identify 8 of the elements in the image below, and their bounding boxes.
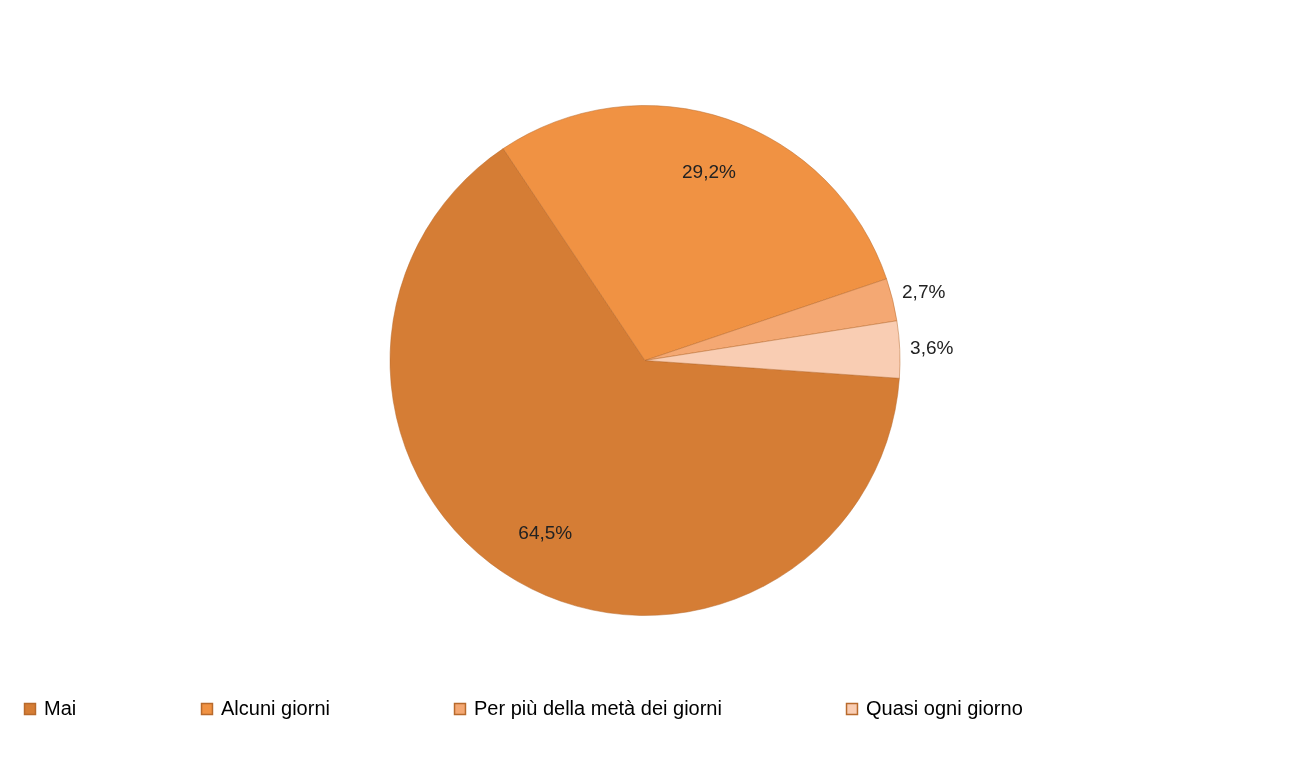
data-label: 3,6% (910, 337, 954, 359)
legend-label: Quasi ogni giorno (866, 697, 1023, 719)
data-label: 64,5% (518, 521, 573, 543)
legend-label: Mai (44, 697, 77, 719)
legend-label: Per più della metà dei giorni (474, 697, 722, 719)
data-label: 29,2% (682, 161, 737, 183)
data-label: 2,7% (902, 280, 946, 302)
legend-label: Alcuni giorni (221, 697, 330, 719)
